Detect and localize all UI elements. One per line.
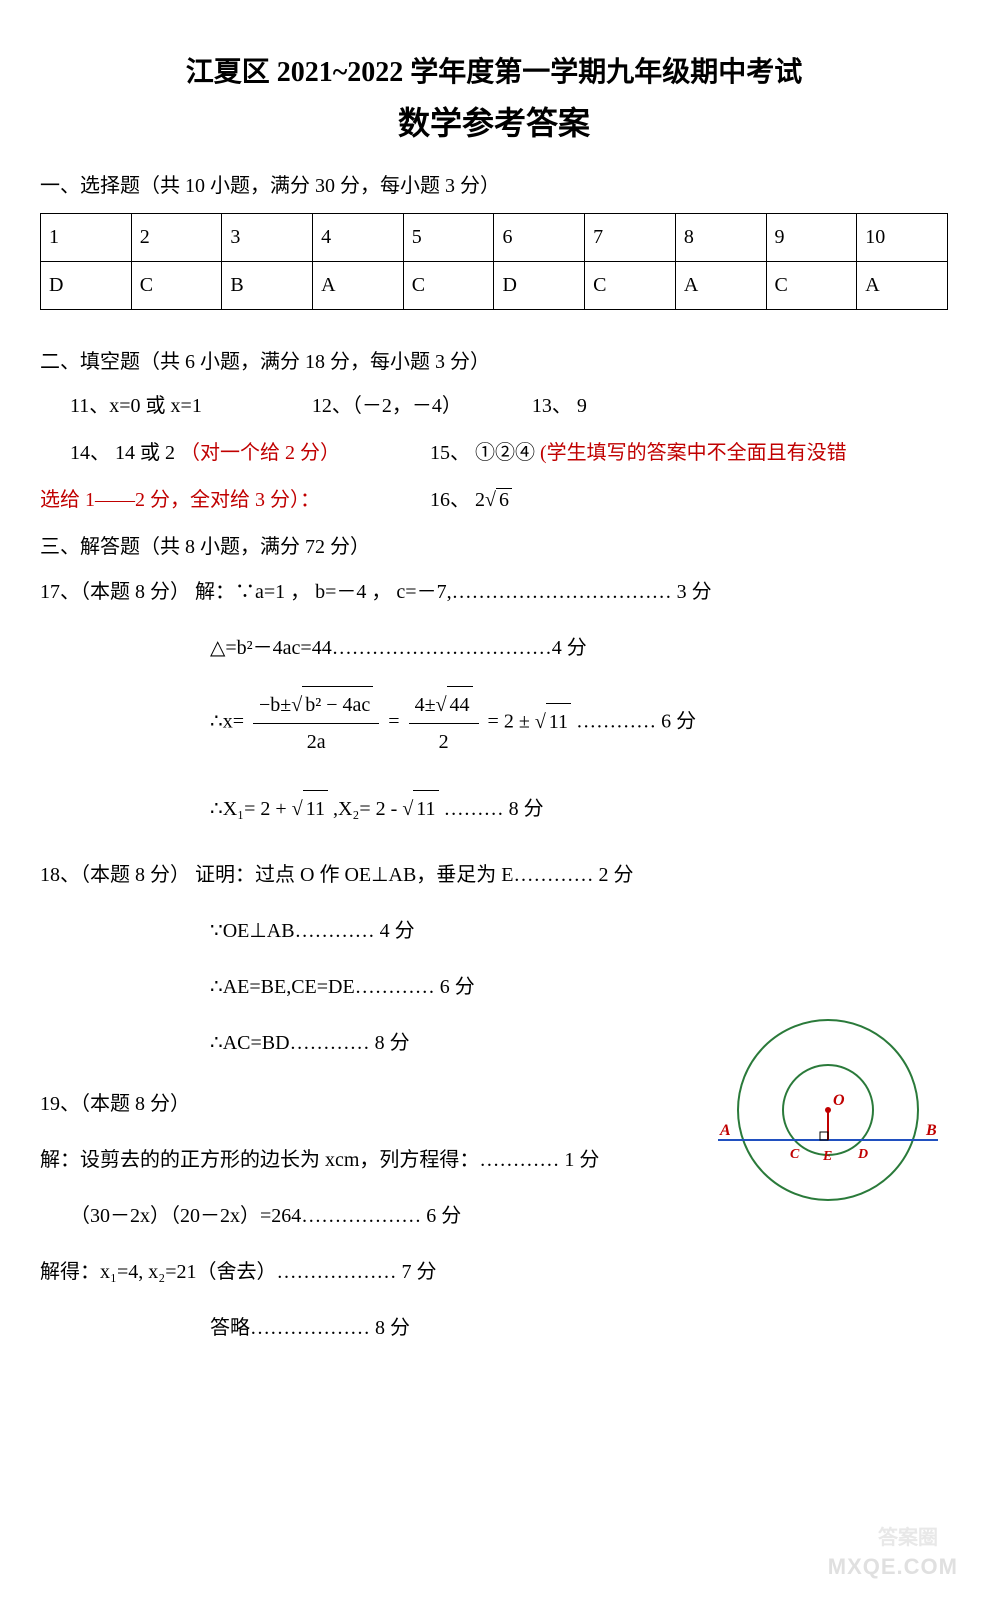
q17-line2: △=b²－4ac=44……………………………4 分: [40, 630, 948, 666]
frac2-top-text: 4±: [415, 694, 436, 716]
choice-answer-table: 1 2 3 4 5 6 7 8 9 10 D C B A C D C A C A: [40, 213, 948, 310]
table-answer-cell: A: [313, 262, 404, 310]
frac2-sqrt: 44: [447, 686, 473, 723]
fill-line-3: 选给 1——2 分，全对给 3 分）： 16、 2 6: [40, 483, 948, 512]
table-header-cell: 4: [313, 214, 404, 262]
table-header-cell: 8: [675, 214, 766, 262]
q17-line4-mid: ,X₂= 2 -: [333, 798, 402, 820]
q17-line3: ∴x= −b± b² − 4ac 2a = 4± 44 2 = 2 ± 11 …………: [40, 686, 948, 760]
label-E: E: [822, 1149, 832, 1164]
section2-header: 二、填空题（共 6 小题，满分 18 分，每小题 3 分）: [40, 345, 948, 374]
table-row: D C B A C D C A C A: [41, 262, 948, 310]
eq1: =: [388, 711, 404, 733]
q19-line5: 答略……………… 8 分: [40, 1310, 948, 1346]
fraction-1: −b± b² − 4ac 2a: [253, 686, 379, 760]
right-angle-mark: [820, 1132, 828, 1140]
frac2-top: 4± 44: [409, 686, 479, 724]
watermark-cn: 答案圈: [878, 1521, 938, 1550]
table-answer-cell: A: [675, 262, 766, 310]
q18-line1: 18、（本题 8 分） 证明：过点 O 作 OE⊥AB，垂足为 E………… 2 …: [40, 857, 948, 893]
main-title: 江夏区 2021~2022 学年度第一学期九年级期中考试: [40, 50, 948, 90]
sqrt-icon: 11: [535, 703, 571, 740]
q17-line1: 17、（本题 8 分） 解：∵a=1 ， b=－4 ， c=－7,……………………: [40, 574, 948, 610]
table-answer-cell: A: [857, 262, 948, 310]
sqrt11-b: 11: [303, 790, 328, 827]
q12-answer: 12、（－2，－4）: [312, 395, 462, 417]
sqrt-icon: 11: [402, 790, 438, 827]
table-row: 1 2 3 4 5 6 7 8 9 10: [41, 214, 948, 262]
label-O: O: [833, 1092, 845, 1109]
table-header-cell: 6: [494, 214, 585, 262]
table-answer-cell: D: [494, 262, 585, 310]
table-answer-cell: C: [131, 262, 222, 310]
sqrt-icon: 11: [292, 790, 328, 827]
table-header-cell: 5: [403, 214, 494, 262]
table-header-cell: 7: [585, 214, 676, 262]
q18-line3: ∴AE=BE,CE=DE………… 6 分: [40, 969, 948, 1005]
q11-answer: 11、x=0 或 x=1: [70, 395, 202, 417]
section3-header: 三、解答题（共 8 小题，满分 72 分）: [40, 530, 948, 559]
sqrt-icon: 6: [485, 488, 512, 512]
table-header-cell: 3: [222, 214, 313, 262]
fraction-2: 4± 44 2: [409, 686, 479, 760]
q15-note: (学生填写的答案中不全面且有没错: [540, 442, 847, 464]
q17-line3-pre: ∴x=: [210, 711, 244, 733]
table-header-cell: 10: [857, 214, 948, 262]
q16-sqrt-body: 6: [496, 488, 512, 512]
table-header-cell: 1: [41, 214, 132, 262]
watermark-en: MXQE.COM: [828, 1554, 958, 1580]
label-B: B: [925, 1122, 937, 1139]
q17-line3-post: ………… 6 分: [576, 711, 696, 733]
label-D: D: [857, 1147, 868, 1162]
section1-header: 一、选择题（共 10 小题，满分 30 分，每小题 3 分）: [40, 169, 948, 198]
center-point: [825, 1107, 831, 1113]
q17-line4-pre: ∴X₁= 2 +: [210, 798, 292, 820]
q19-line4: 解得：x₁=4, x₂=21（舍去）……………… 7 分: [40, 1254, 948, 1290]
q13-answer: 13、 9: [532, 395, 587, 417]
frac1-top-text: −b±: [259, 694, 291, 716]
table-answer-cell: C: [766, 262, 857, 310]
table-header-cell: 2: [131, 214, 222, 262]
table-answer-cell: C: [585, 262, 676, 310]
label-C: C: [790, 1147, 800, 1162]
circles-diagram-svg: O A B C D E: [708, 1010, 948, 1210]
table-header-cell: 9: [766, 214, 857, 262]
table-answer-cell: B: [222, 262, 313, 310]
fill-line-2: 14、 14 或 2 （对一个给 2 分） 15、 ①②④ (学生填写的答案中不…: [40, 436, 948, 465]
eq2: = 2 ±: [488, 711, 535, 733]
table-answer-cell: D: [41, 262, 132, 310]
q17-line4: ∴X₁= 2 + 11 ,X₂= 2 - 11 ……… 8 分: [40, 790, 948, 827]
sub-title: 数学参考答案: [40, 98, 948, 144]
label-A: A: [719, 1122, 731, 1139]
sqrt11-a: 11: [546, 703, 571, 740]
sqrt11-c: 11: [413, 790, 438, 827]
q16-answer: 16、 2: [430, 489, 485, 511]
geometry-diagram: O A B C D E: [708, 1010, 948, 1210]
frac2-bot: 2: [409, 724, 479, 760]
q15-note-cont: 选给 1——2 分，全对给 3 分）：: [40, 489, 320, 511]
sqrt-icon: 44: [436, 686, 473, 723]
q18-line2: ∵OE⊥AB………… 4 分: [40, 913, 948, 949]
q14-note: （对一个给 2 分）: [180, 442, 340, 464]
q17-line4-post: ……… 8 分: [444, 798, 544, 820]
table-answer-cell: C: [403, 262, 494, 310]
q15-answer: 15、 ①②④: [430, 442, 535, 464]
frac1-top: −b± b² − 4ac: [253, 686, 379, 724]
frac1-sqrt: b² − 4ac: [302, 686, 373, 723]
frac1-bot: 2a: [253, 724, 379, 760]
q14-answer: 14、 14 或 2: [70, 442, 180, 464]
sqrt-icon: b² − 4ac: [291, 686, 373, 723]
fill-line-1: 11、x=0 或 x=1 12、（－2，－4） 13、 9: [40, 389, 948, 418]
